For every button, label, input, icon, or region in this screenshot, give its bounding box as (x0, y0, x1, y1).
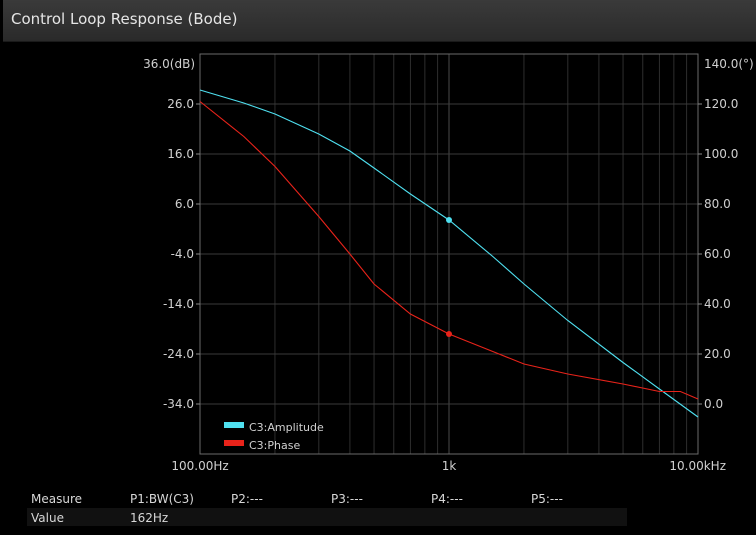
y-left-tick-label: 16.0 (167, 147, 194, 161)
marker-point (446, 331, 452, 337)
legend-swatch (224, 440, 244, 446)
x-tick-label: 10.00kHz (669, 459, 726, 473)
title-bar: Control Loop Response (Bode) (3, 0, 756, 42)
measure-value-row (27, 508, 627, 526)
y-right-tick-label: 0.0 (704, 397, 723, 411)
y-left-tick-label: 26.0 (167, 97, 194, 111)
y-left-tick-label: -24.0 (163, 347, 194, 361)
y-left-tick-label: -34.0 (163, 397, 194, 411)
series-line-c3-amplitude (199, 89, 699, 418)
measure-p2-label: P2:--- (231, 492, 263, 506)
y-right-tick-label: 80.0 (704, 197, 731, 211)
measure-header-label: Measure (31, 492, 82, 506)
measure-p1-value: 162Hz (130, 511, 169, 525)
y-right-tick-label: 60.0 (704, 247, 731, 261)
y-right-tick-label: 20.0 (704, 347, 731, 361)
measure-p5-label: P5:--- (531, 492, 563, 506)
y-left-unit-label: 36.0(dB) (143, 57, 195, 71)
legend-swatch (224, 422, 244, 428)
y-left-tick-label: -14.0 (163, 297, 194, 311)
y-left-tick-label: -4.0 (171, 247, 194, 261)
measure-panel: Measure P1:BW(C3) P2:--- P3:--- P4:--- P… (0, 488, 756, 535)
y-right-unit-label: 140.0(°) (704, 57, 754, 71)
measure-p4-label: P4:--- (431, 492, 463, 506)
legend-entry: C3:Phase (249, 439, 300, 452)
y-left-tick-label: 6.0 (175, 197, 194, 211)
marker-point (446, 217, 452, 223)
y-right-tick-label: 40.0 (704, 297, 731, 311)
measure-p3-label: P3:--- (331, 492, 363, 506)
window-title: Control Loop Response (Bode) (11, 10, 238, 28)
bode-plot: 36.0(dB) 26.0 16.0 6.0 -4.0 -14.0 -24.0 -34.0 14… (143, 53, 754, 473)
y-right-tick-label: 100.0 (704, 147, 738, 161)
x-tick-label: 100.00Hz (171, 459, 228, 473)
legend-entry: C3:Amplitude (249, 421, 324, 434)
measure-value-label: Value (31, 511, 64, 525)
measure-p1-label: P1:BW(C3) (130, 492, 194, 506)
x-tick-label: 1k (442, 459, 457, 473)
y-right-tick-label: 120.0 (704, 97, 738, 111)
